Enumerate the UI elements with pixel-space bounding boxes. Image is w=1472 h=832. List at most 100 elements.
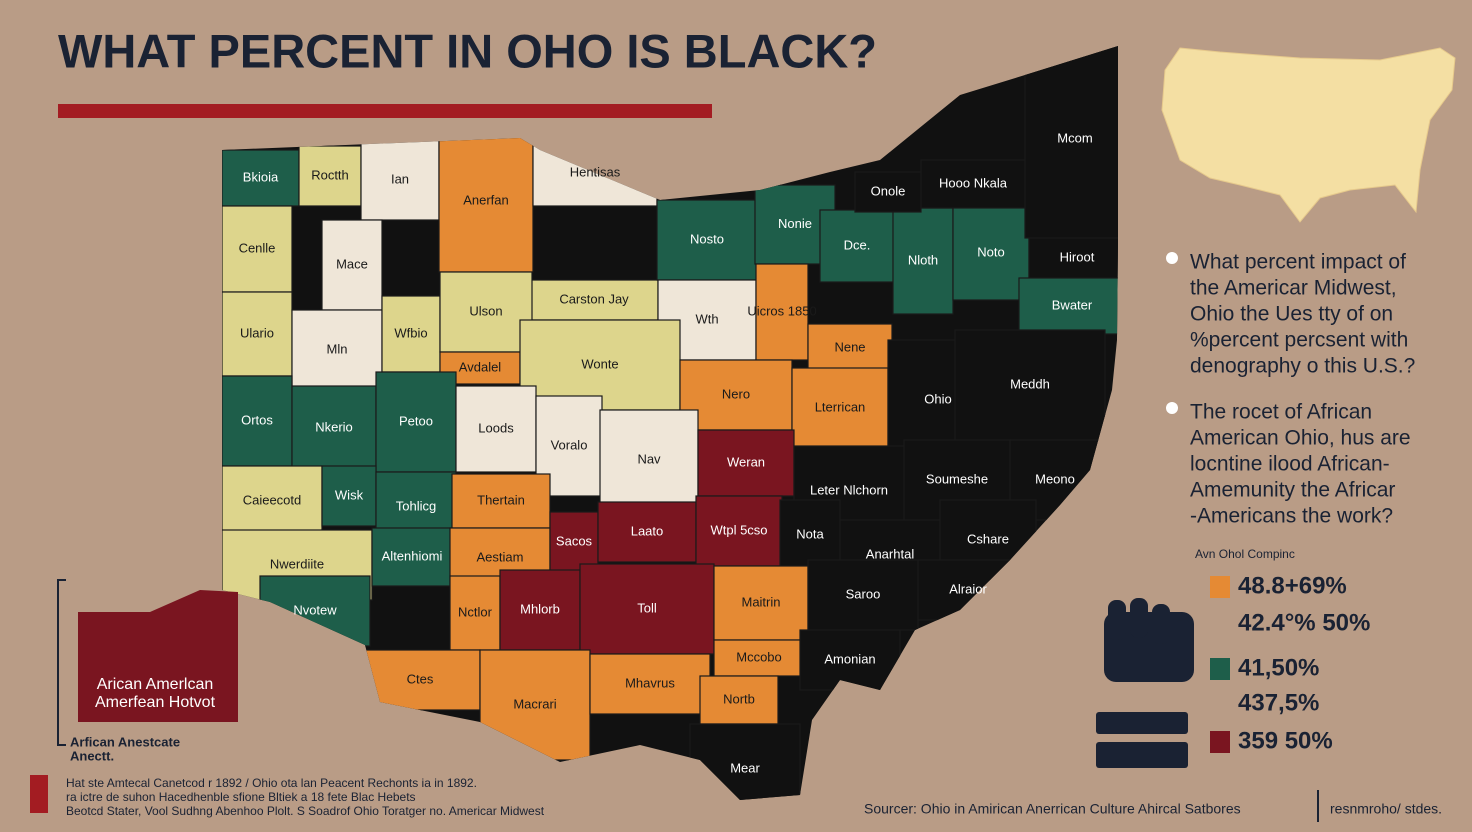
callout-caption: Anectt. bbox=[70, 748, 114, 763]
title: WHAT PERCENT IN OHO IS BLACK? bbox=[58, 24, 877, 77]
county-label: Wisk bbox=[335, 487, 364, 502]
county bbox=[755, 263, 809, 361]
county bbox=[298, 145, 362, 207]
county-label: Wfbio bbox=[394, 325, 427, 340]
county bbox=[954, 329, 1106, 441]
county-label: Nkerio bbox=[315, 419, 353, 434]
county-label: Cshare bbox=[967, 531, 1009, 546]
county bbox=[1024, 46, 1118, 239]
county bbox=[791, 367, 889, 449]
us-inset-map bbox=[1161, 47, 1456, 223]
bullet-text: -Americans the work? bbox=[1190, 505, 1393, 528]
county bbox=[713, 639, 805, 677]
bullet-text: the Americar Midwest, bbox=[1190, 277, 1397, 300]
county bbox=[819, 209, 895, 283]
bullet-dot bbox=[1166, 252, 1178, 264]
county bbox=[799, 629, 901, 691]
county bbox=[438, 129, 534, 273]
county-label: Nero bbox=[722, 386, 750, 401]
footnote: ra ictre de suhon Hacedhenble sfione Blt… bbox=[66, 790, 416, 804]
county-label: Amonian bbox=[824, 651, 875, 666]
county bbox=[321, 219, 383, 311]
source-right: resnmroho/ stdes. bbox=[1330, 801, 1442, 817]
county bbox=[699, 675, 779, 725]
county-label: Mhavrus bbox=[625, 675, 675, 690]
source: Sourcer: Ohio in Amirican Anerrican Cult… bbox=[864, 801, 1241, 817]
county-label: Dce. bbox=[844, 237, 871, 252]
legend-value: 437,5% bbox=[1238, 689, 1319, 716]
county-label: Leter Nlchorn bbox=[810, 482, 888, 497]
bracket bbox=[57, 579, 66, 746]
county bbox=[360, 139, 440, 221]
county-label: Toll bbox=[637, 600, 657, 615]
legend-swatch bbox=[1210, 576, 1230, 598]
county bbox=[455, 385, 537, 473]
county bbox=[579, 563, 715, 655]
side-panel: What percent impact of the Americar Midwe… bbox=[1166, 251, 1415, 754]
logo bbox=[30, 775, 48, 813]
county-label: Ortos bbox=[241, 412, 273, 427]
county-label: Ohio bbox=[924, 391, 951, 406]
footnote: Beotcd Stater, Vool Sudhng Abenhoo Plolt… bbox=[66, 804, 545, 818]
county-label: Lterrican bbox=[815, 399, 866, 414]
callout-caption: Arfican Anestcate bbox=[70, 734, 180, 749]
county bbox=[597, 501, 697, 563]
county-label: Ulson bbox=[469, 303, 502, 318]
county-label: Wth bbox=[695, 311, 718, 326]
county-label: Wonte bbox=[581, 356, 618, 371]
legend-value: 48.8+69% bbox=[1238, 572, 1347, 599]
county-label: Ian bbox=[391, 171, 409, 186]
callout-text: Amerfean Hotvot bbox=[95, 694, 216, 711]
county bbox=[499, 569, 581, 651]
county bbox=[222, 205, 293, 293]
county bbox=[1028, 237, 1118, 279]
bullet-text: Ohio the Ues tty of on bbox=[1190, 303, 1393, 326]
county-label: Weran bbox=[727, 454, 765, 469]
county bbox=[439, 271, 533, 353]
legend-value: 42.4°% 50% bbox=[1238, 609, 1370, 636]
county-label: Alraior bbox=[949, 581, 987, 596]
county bbox=[854, 171, 922, 213]
county bbox=[451, 473, 551, 529]
fist-icon bbox=[1096, 598, 1194, 768]
county-label: Anarhtal bbox=[866, 546, 915, 561]
bullet-text: Amemunity the Africar bbox=[1190, 479, 1395, 502]
county bbox=[291, 309, 383, 391]
county-label: Bkioia bbox=[243, 169, 279, 184]
county-label: Uicros 1850 bbox=[747, 303, 816, 318]
county-label: Aestiam bbox=[477, 549, 524, 564]
legend-value: 41,50% bbox=[1238, 654, 1319, 681]
county bbox=[695, 495, 783, 567]
county bbox=[375, 371, 457, 473]
county bbox=[529, 279, 659, 321]
bullet-text: American Ohio, hus are bbox=[1190, 427, 1411, 450]
county-label: Saroo bbox=[846, 586, 881, 601]
county-label: Maitrin bbox=[741, 594, 780, 609]
county bbox=[892, 207, 954, 315]
county bbox=[371, 527, 453, 587]
county bbox=[807, 323, 893, 373]
county bbox=[1018, 277, 1118, 335]
county-label: Meono bbox=[1035, 471, 1075, 486]
county bbox=[920, 159, 1026, 209]
county-label: Roctth bbox=[311, 167, 349, 182]
county-label: Altenhiomi bbox=[382, 548, 443, 563]
county-label: Voralo bbox=[551, 437, 588, 452]
county-label: Mccobo bbox=[736, 649, 782, 664]
county bbox=[222, 375, 293, 467]
county-label: Nortb bbox=[723, 691, 755, 706]
county-label: Caieecotd bbox=[243, 492, 302, 507]
county-label: Mln bbox=[327, 341, 348, 356]
county-label: Tohlicg bbox=[396, 498, 436, 513]
county-label: Meddh bbox=[1010, 376, 1050, 391]
county bbox=[807, 559, 919, 631]
callout-box bbox=[78, 590, 238, 722]
county-label: Nctlor bbox=[458, 604, 493, 619]
title-rule bbox=[58, 104, 712, 118]
county-label: Laato bbox=[631, 523, 664, 538]
legend-value: 359 50% bbox=[1238, 727, 1333, 754]
county bbox=[689, 723, 801, 800]
county-label: Ctes bbox=[407, 671, 434, 686]
bullet-text: The rocet of African bbox=[1190, 401, 1372, 424]
county-label: Carston Jay bbox=[559, 291, 629, 306]
